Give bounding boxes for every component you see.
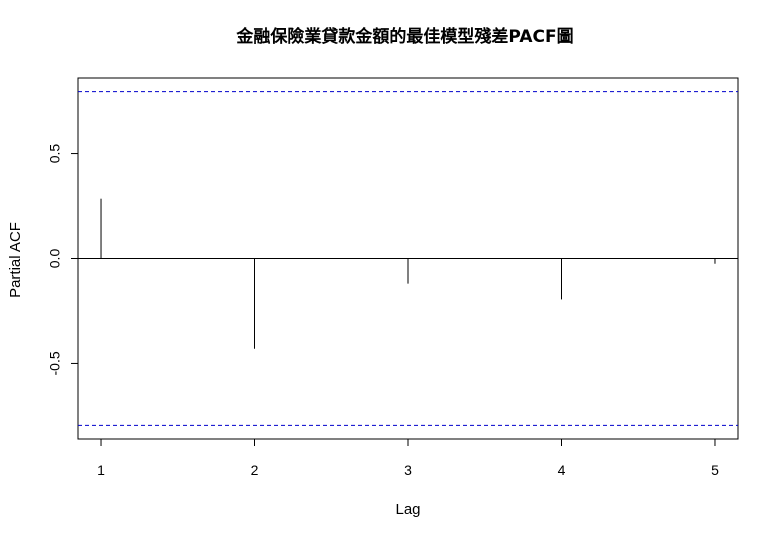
x-tick-label: 5	[711, 462, 719, 478]
x-tick-label: 2	[251, 462, 259, 478]
chart-title: 金融保險業貸款金額的最佳模型殘差PACF圖	[235, 26, 573, 47]
x-tick-label: 3	[404, 462, 412, 478]
y-tick-label: -0.5	[47, 351, 63, 375]
y-axis-title: Partial ACF	[7, 222, 24, 298]
x-tick-label: 1	[97, 462, 105, 478]
y-tick-label: 0.5	[47, 144, 63, 164]
y-tick-label: 0.0	[47, 249, 63, 269]
x-axis-title: Lag	[395, 501, 420, 518]
y-axis: -0.5 0.0 0.5	[47, 144, 79, 376]
x-tick-label: 4	[558, 462, 566, 478]
x-axis: 1 2 3 4 5	[97, 438, 719, 478]
